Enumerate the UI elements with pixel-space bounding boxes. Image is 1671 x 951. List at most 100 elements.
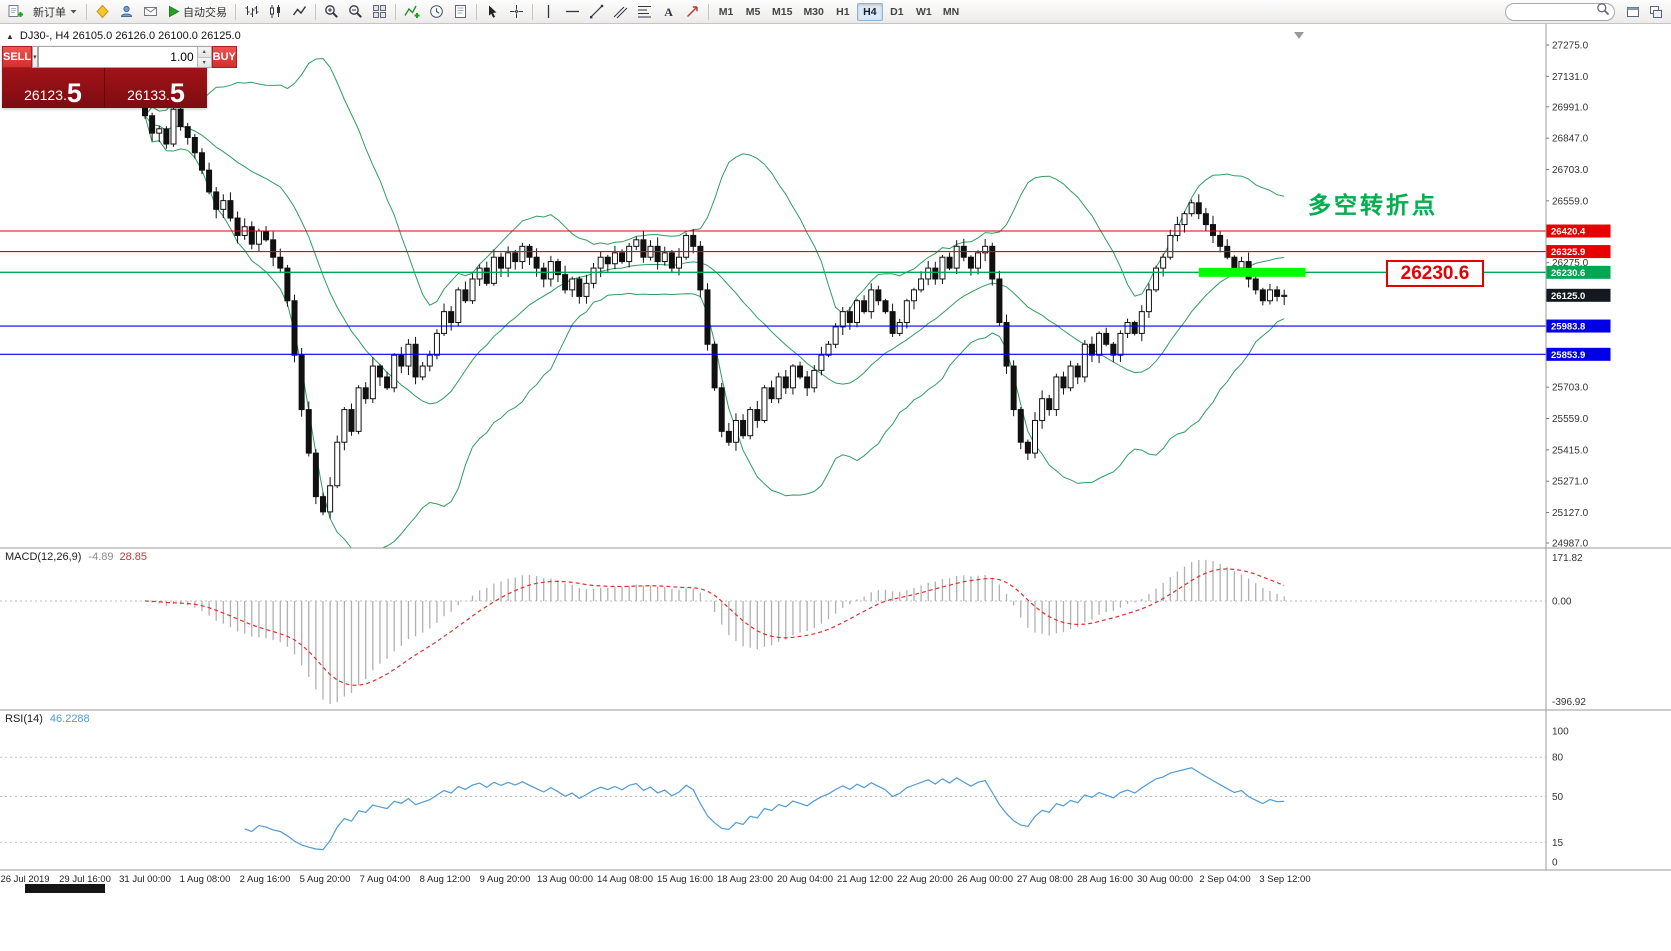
svg-text:1 Aug 08:00: 1 Aug 08:00: [180, 874, 231, 885]
text-label-button[interactable]: A: [657, 2, 680, 22]
svg-text:25127.0: 25127.0: [1552, 508, 1589, 519]
play-icon: [167, 5, 180, 18]
collapse-triangle-icon[interactable]: ▲: [6, 31, 14, 41]
svg-text:21 Aug 12:00: 21 Aug 12:00: [837, 874, 893, 885]
arrows-icon: [685, 4, 700, 19]
mail-icon: [143, 4, 158, 19]
price-chart-canvas[interactable]: 27275.0 27131.0 26991.0 26847.0 26703.0 26559…: [0, 24, 1671, 886]
toolbar-separator: [532, 3, 533, 20]
price-tag: [1546, 288, 1611, 302]
svg-text:171.82: 171.82: [1552, 553, 1583, 564]
templates-button[interactable]: [449, 2, 472, 22]
profiles-button[interactable]: [115, 2, 138, 22]
cursor-icon: [485, 4, 500, 19]
line-chart-button[interactable]: [288, 2, 311, 22]
svg-text:25983.8: 25983.8: [1551, 322, 1585, 333]
zoom-out-button[interactable]: [344, 2, 367, 22]
editor-icon: [95, 4, 110, 19]
time-axis[interactable]: 26 Jul 2019 29 Jul 16:00 31 Jul 00:00 1 Aug…: [0, 874, 1310, 885]
timeframe-h4[interactable]: H4: [856, 2, 883, 21]
zoom-in-button[interactable]: [320, 2, 343, 22]
indicators-button[interactable]: [400, 2, 424, 22]
timeframe-m5[interactable]: M5: [745, 5, 761, 18]
toolbar: 新订单 自动交易 A M1 M5 M15 M30 H1 H4 D1 W1 MN: [0, 0, 1671, 24]
price-tag: [1546, 265, 1611, 279]
buy-price-main: 26133.: [127, 87, 170, 103]
autotrading-button-label: 自动交易: [183, 6, 227, 19]
timeframe-m1[interactable]: M1: [718, 5, 734, 18]
horizontal-line-button[interactable]: [561, 2, 584, 22]
buy-price[interactable]: 26133. 5: [105, 68, 207, 108]
svg-text:26991.0: 26991.0: [1552, 102, 1589, 113]
cursor-button[interactable]: [481, 2, 504, 22]
sell-button[interactable]: SELL: [2, 46, 33, 68]
volume-input[interactable]: [38, 47, 197, 67]
search-input[interactable]: [1514, 5, 1596, 18]
main-chart-panel[interactable]: [0, 57, 1546, 553]
chart-area: 27275.0 27131.0 26991.0 26847.0 26703.0 26559…: [0, 24, 1671, 951]
timeframe-m30[interactable]: M30: [803, 5, 824, 18]
vertical-line-button[interactable]: [537, 2, 560, 22]
svg-text:A: A: [664, 5, 673, 19]
svg-text:26275.0: 26275.0: [1552, 258, 1589, 269]
chevron-down-icon: [69, 7, 78, 16]
fibonacci-button[interactable]: [633, 2, 656, 22]
rsi-panel[interactable]: [0, 756, 1546, 851]
svg-text:25853.9: 25853.9: [1551, 350, 1585, 361]
periods-button[interactable]: [425, 2, 448, 22]
svg-text:2 Aug 16:00: 2 Aug 16:00: [240, 874, 291, 885]
toolbar-separator: [315, 3, 316, 20]
text-icon: A: [661, 4, 676, 19]
timeframe-mn[interactable]: MN: [942, 5, 960, 18]
search-icon: [1596, 2, 1610, 21]
svg-text:2 Sep 04:00: 2 Sep 04:00: [1199, 874, 1250, 885]
turning-point-annotation[interactable]: 多空转折点: [1308, 192, 1438, 218]
svg-text:15 Aug 16:00: 15 Aug 16:00: [657, 874, 713, 885]
green-zone-highlight[interactable]: [1198, 267, 1306, 277]
channel-icon: [613, 4, 628, 19]
sell-price[interactable]: 26123. 5: [2, 68, 104, 108]
sell-price-big-digit: 5: [66, 77, 82, 108]
order-type-dropdown[interactable]: ▾: [32, 46, 38, 68]
timeframe-m15[interactable]: M15: [772, 5, 793, 18]
clock-icon: [429, 4, 444, 19]
chart-scrollbar[interactable]: [25, 884, 105, 893]
trendline-button[interactable]: [585, 2, 608, 22]
window-restore-button[interactable]: [1622, 2, 1644, 22]
svg-text:18 Aug 23:00: 18 Aug 23:00: [717, 874, 773, 885]
new-order-icon-button[interactable]: [4, 2, 28, 22]
rsi-value: 46.2288: [49, 713, 90, 725]
bollinger-upper-band: [144, 57, 1285, 315]
macd-value: -4.89: [88, 551, 114, 563]
timeframe-d1[interactable]: D1: [890, 5, 904, 18]
svg-text:26 Jul 2019: 26 Jul 2019: [0, 874, 49, 885]
fib-icon: [637, 4, 652, 19]
mailbox-button[interactable]: [139, 2, 162, 22]
candle-chart-button[interactable]: [264, 2, 287, 22]
price-scale[interactable]: 27275.0 27131.0 26991.0 26847.0 26703.0 26559…: [1546, 41, 1611, 869]
candlesticks: [142, 105, 1288, 519]
volume-up-button[interactable]: ▴: [197, 47, 211, 58]
zoomout-icon: [348, 4, 363, 19]
rsi-indicator-label: RSI(14) 46.2288: [5, 713, 90, 725]
buy-button[interactable]: BUY: [211, 46, 237, 68]
barchart-icon: [244, 4, 259, 19]
crosshair-button[interactable]: [505, 2, 528, 22]
volume-down-button[interactable]: ▾: [197, 57, 211, 67]
metaeditor-button[interactable]: [91, 2, 114, 22]
bar-chart-button[interactable]: [240, 2, 263, 22]
new-order-button[interactable]: 新订单: [29, 2, 82, 22]
equidistant-channel-button[interactable]: [609, 2, 632, 22]
autotrading-button[interactable]: 自动交易: [163, 2, 231, 22]
svg-text:30 Aug 00:00: 30 Aug 00:00: [1137, 874, 1193, 885]
price-level-callout[interactable]: 26230.6: [1386, 260, 1484, 287]
arrows-button[interactable]: [681, 2, 704, 22]
macd-panel[interactable]: [0, 559, 1546, 704]
price-tag: [1546, 319, 1611, 333]
window-list-button[interactable]: [1645, 2, 1667, 22]
svg-text:3 Sep 12:00: 3 Sep 12:00: [1259, 874, 1310, 885]
tile-windows-button[interactable]: [368, 2, 391, 22]
scroll-to-end-marker[interactable]: [1294, 32, 1304, 39]
timeframe-w1[interactable]: W1: [916, 5, 932, 18]
timeframe-h1[interactable]: H1: [836, 5, 850, 18]
